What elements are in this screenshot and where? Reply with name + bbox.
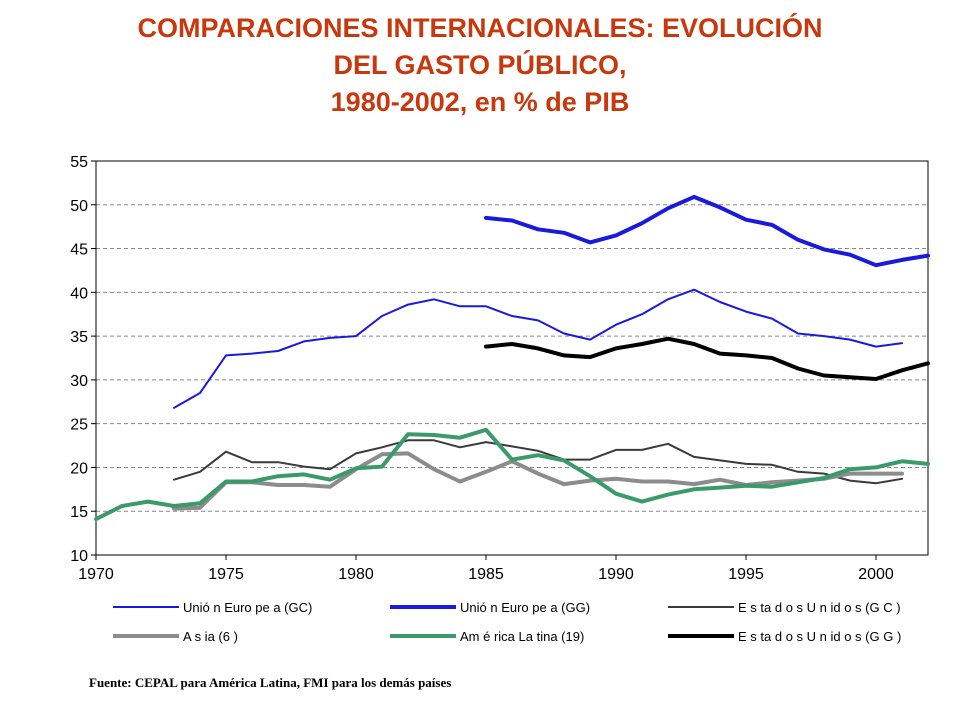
y-tick-label: 15 [70, 504, 88, 521]
legend-label: A s ia (6 ) [183, 629, 238, 644]
series-line-asia [172, 451, 904, 511]
series-line-us-gg [484, 336, 930, 381]
legend-label: Am é rica La tina (19) [460, 629, 584, 644]
x-tick-label: 1975 [208, 566, 244, 583]
plot-area [95, 160, 929, 556]
y-tick-label: 40 [70, 285, 88, 302]
y-tick-label: 10 [70, 548, 88, 565]
y-tick-label: 45 [70, 242, 88, 259]
series-line-eu-gg [484, 194, 930, 268]
x-tick-label: 1970 [78, 566, 114, 583]
grid-lines [96, 204, 928, 512]
source-note: Fuente: CEPAL para América Latina, FMI p… [89, 675, 452, 690]
x-tick-label: 1985 [468, 566, 504, 583]
x-axis: 1970 1975 1980 1985 1990 1995 2000 [78, 555, 894, 583]
x-tick-label: 2000 [858, 566, 894, 583]
y-tick-label: 25 [70, 417, 88, 434]
series-line-latam [94, 427, 930, 522]
title-line-3: 1980-2002, en % de PIB [330, 87, 630, 117]
legend-label: Unió n Euro pe a (GC) [183, 600, 312, 615]
legend-label: E s ta d o s U n id o s (G G ) [738, 629, 901, 644]
legend-label: Unió n Euro pe a (GG) [460, 600, 590, 615]
x-tick-label: 1990 [598, 566, 634, 583]
x-tick-label: 1995 [728, 566, 764, 583]
y-tick-label: 35 [70, 329, 88, 346]
y-tick-label: 20 [70, 460, 88, 477]
legend-label: E s ta d o s U n id o s (G C ) [738, 600, 901, 615]
chart-title: COMPARACIONES INTERNACIONALES: EVOLUCIÓN… [0, 10, 960, 121]
legend: Unió n Euro pe a (GC) Unió n Euro pe a (G… [113, 600, 901, 644]
y-tick-label: 55 [70, 154, 88, 171]
y-tick-label: 50 [70, 198, 88, 215]
series-line-us-gc [173, 439, 903, 485]
title-line-1: COMPARACIONES INTERNACIONALES: EVOLUCIÓN [137, 13, 823, 43]
y-tick-label: 30 [70, 373, 88, 390]
title-line-2: DEL GASTO PÚBLICO, [333, 50, 627, 80]
series-group [94, 194, 930, 522]
y-axis: 10 15 20 25 30 35 40 45 50 55 [70, 154, 96, 565]
series-line-eu-gc [173, 288, 903, 409]
x-tick-label: 1980 [338, 566, 374, 583]
